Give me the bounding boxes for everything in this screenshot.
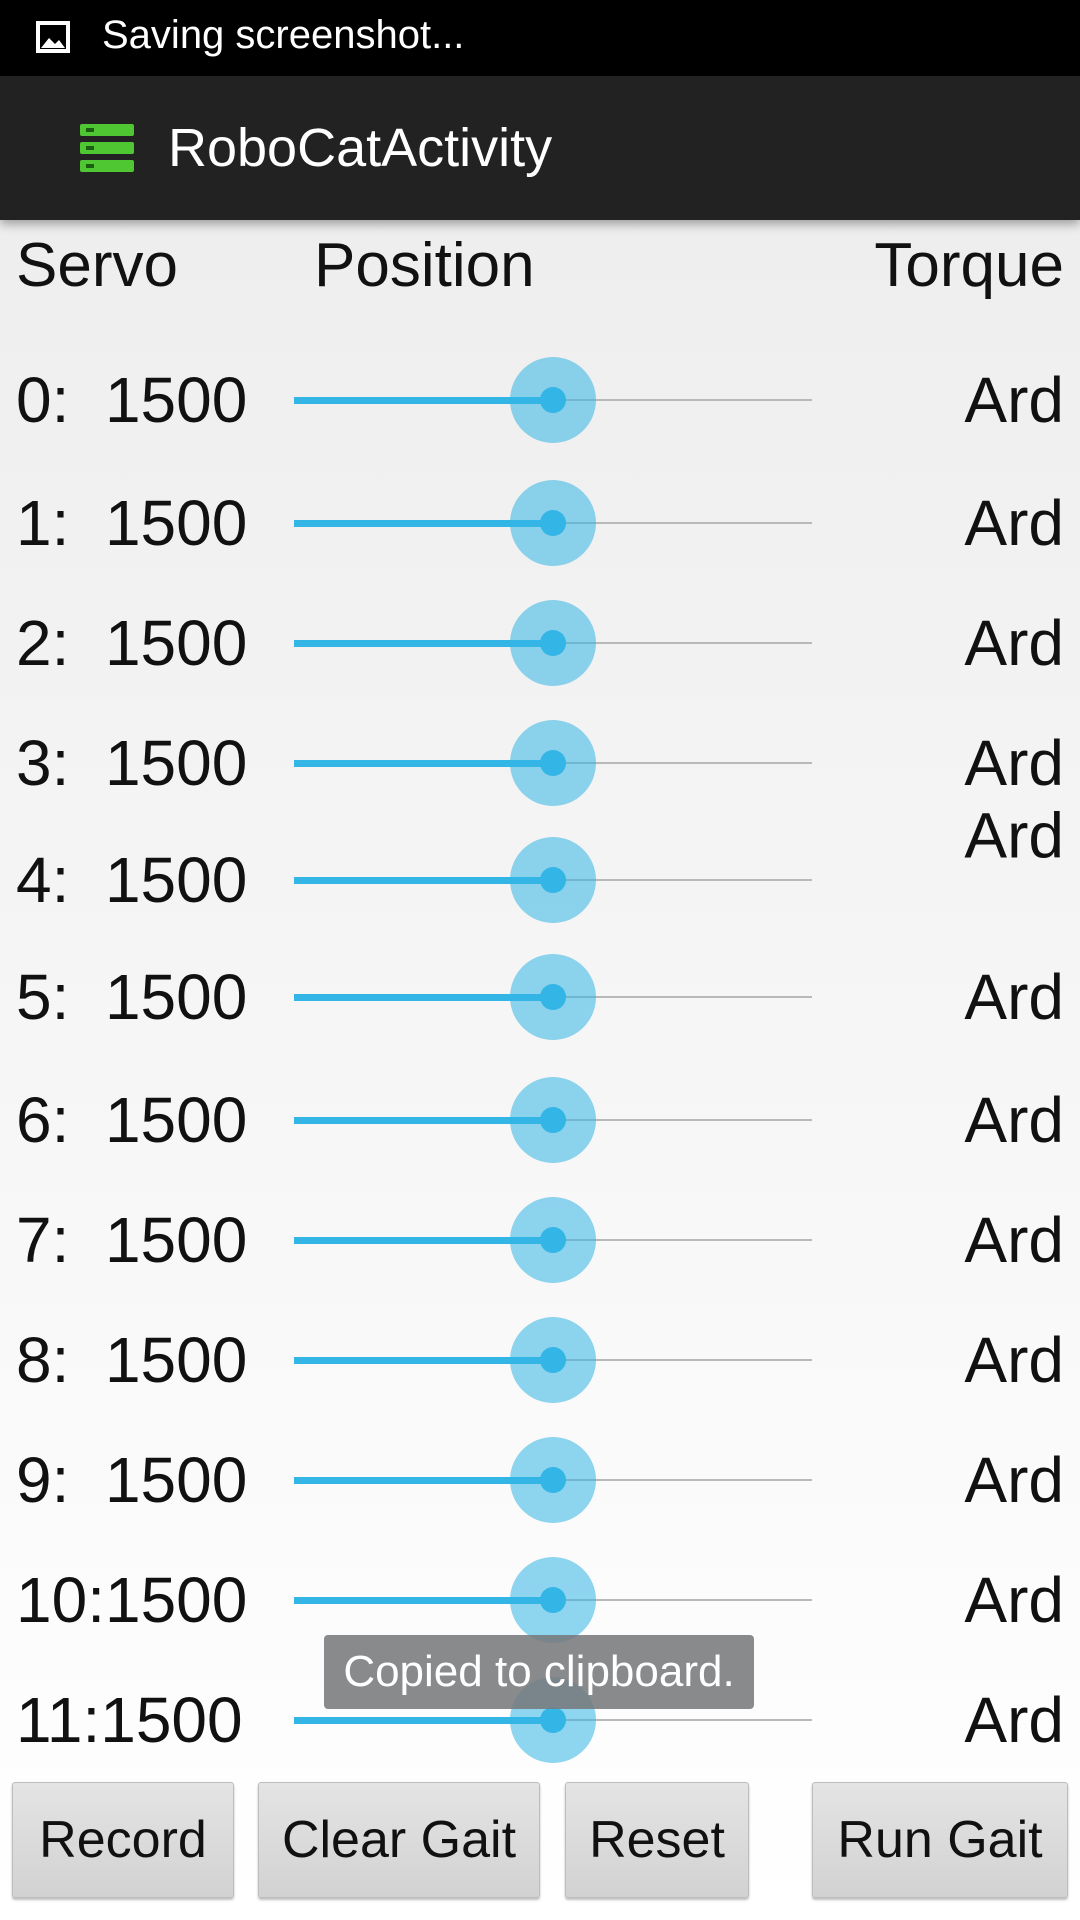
servo-row: 6: 1500 Ard xyxy=(0,1070,1080,1170)
servo-position-label: 4: 1500 xyxy=(16,844,248,916)
slider-thumb[interactable] xyxy=(540,1227,566,1253)
toast-message: Copied to clipboard. xyxy=(324,1635,754,1709)
servo-torque-value[interactable]: Ard xyxy=(964,1564,1064,1636)
slider-thumb[interactable] xyxy=(540,984,566,1010)
servo-torque-value[interactable]: Ard xyxy=(964,799,1064,872)
action-bar: RoboCatActivity xyxy=(0,76,1080,220)
servo-position-slider[interactable] xyxy=(294,1550,812,1650)
servo-position-slider[interactable] xyxy=(294,830,812,930)
slider-thumb[interactable] xyxy=(540,1707,566,1733)
app-icon xyxy=(80,124,134,177)
servo-row: 9: 1500 Ard xyxy=(0,1430,1080,1530)
slider-fill xyxy=(294,640,553,647)
slider-thumb[interactable] xyxy=(540,387,566,413)
servo-position-label: 1: 1500 xyxy=(16,487,248,559)
servo-position-slider[interactable] xyxy=(294,473,812,573)
servo-position-label: 5: 1500 xyxy=(16,961,248,1033)
slider-fill xyxy=(294,760,553,767)
slider-fill xyxy=(294,397,553,404)
servo-torque-value[interactable]: Ard xyxy=(964,1324,1064,1396)
slider-fill xyxy=(294,1597,553,1604)
status-notification-text: Saving screenshot... xyxy=(102,13,465,57)
servo-torque-value[interactable]: Ard xyxy=(964,727,1064,799)
servo-position-slider[interactable] xyxy=(294,1190,812,1290)
app-title: RoboCatActivity xyxy=(168,118,553,178)
slider-thumb[interactable] xyxy=(540,867,566,893)
servo-position-label: 10:1500 xyxy=(16,1564,248,1636)
record-button[interactable]: Record xyxy=(12,1782,234,1898)
servo-row: 2: 1500 Ard xyxy=(0,593,1080,693)
image-icon xyxy=(34,18,72,61)
slider-fill xyxy=(294,877,553,884)
servo-position-slider[interactable] xyxy=(294,350,812,450)
servo-torque-value[interactable]: Ard xyxy=(964,364,1064,436)
servo-position-label: 6: 1500 xyxy=(16,1084,248,1156)
slider-thumb[interactable] xyxy=(540,1107,566,1133)
servo-row: 7: 1500 Ard xyxy=(0,1190,1080,1290)
slider-thumb[interactable] xyxy=(540,630,566,656)
servo-row: 3: 1500 Ard xyxy=(0,713,1080,813)
slider-fill xyxy=(294,1117,553,1124)
servo-position-slider[interactable] xyxy=(294,713,812,813)
slider-thumb[interactable] xyxy=(540,1347,566,1373)
servo-torque-value[interactable]: Ard xyxy=(964,1444,1064,1516)
servo-position-slider[interactable] xyxy=(294,947,812,1047)
slider-fill xyxy=(294,1357,553,1364)
slider-fill xyxy=(294,1237,553,1244)
servo-torque-value[interactable]: Ard xyxy=(964,961,1064,1033)
run-gait-button[interactable]: Run Gait xyxy=(812,1782,1068,1898)
servo-torque-value[interactable]: Ard xyxy=(964,487,1064,559)
status-bar: Saving screenshot... xyxy=(0,0,1080,76)
position-column-header: Position xyxy=(314,231,535,300)
servo-position-slider[interactable] xyxy=(294,1430,812,1530)
servo-position-slider[interactable] xyxy=(294,593,812,693)
servo-column-header: Servo xyxy=(16,231,178,300)
slider-thumb[interactable] xyxy=(540,1467,566,1493)
servo-position-slider[interactable] xyxy=(294,1310,812,1410)
slider-fill xyxy=(294,1717,553,1724)
reset-button[interactable]: Reset xyxy=(565,1782,749,1898)
servo-position-label: 3: 1500 xyxy=(16,727,248,799)
slider-fill xyxy=(294,994,553,1001)
servo-row: 10:1500 Ard xyxy=(0,1550,1080,1650)
servo-row: 8: 1500 Ard xyxy=(0,1310,1080,1410)
slider-fill xyxy=(294,520,553,527)
servo-torque-value[interactable]: Ard xyxy=(964,1204,1064,1276)
servo-row: 1: 1500 Ard xyxy=(0,473,1080,573)
servo-position-label: 2: 1500 xyxy=(16,607,248,679)
servo-position-label: 9: 1500 xyxy=(16,1444,248,1516)
servo-position-label: 8: 1500 xyxy=(16,1324,248,1396)
servo-row: 4: 1500 Ard xyxy=(0,800,1080,930)
slider-thumb[interactable] xyxy=(540,1587,566,1613)
slider-thumb[interactable] xyxy=(540,750,566,776)
servo-position-slider[interactable] xyxy=(294,1070,812,1170)
slider-thumb[interactable] xyxy=(540,510,566,536)
servo-row: 0: 1500 Ard xyxy=(0,350,1080,450)
servo-torque-value[interactable]: Ard xyxy=(964,1684,1064,1756)
servo-torque-value[interactable]: Ard xyxy=(964,1084,1064,1156)
servo-position-label: 7: 1500 xyxy=(16,1204,248,1276)
torque-column-header: Torque xyxy=(874,231,1064,300)
servo-position-label: 11:1500 xyxy=(16,1684,243,1756)
clear-gait-button[interactable]: Clear Gait xyxy=(258,1782,540,1898)
servo-torque-value[interactable]: Ard xyxy=(964,607,1064,679)
servo-row: 5: 1500 Ard xyxy=(0,947,1080,1047)
servo-position-label: 0: 1500 xyxy=(16,364,248,436)
slider-fill xyxy=(294,1477,553,1484)
